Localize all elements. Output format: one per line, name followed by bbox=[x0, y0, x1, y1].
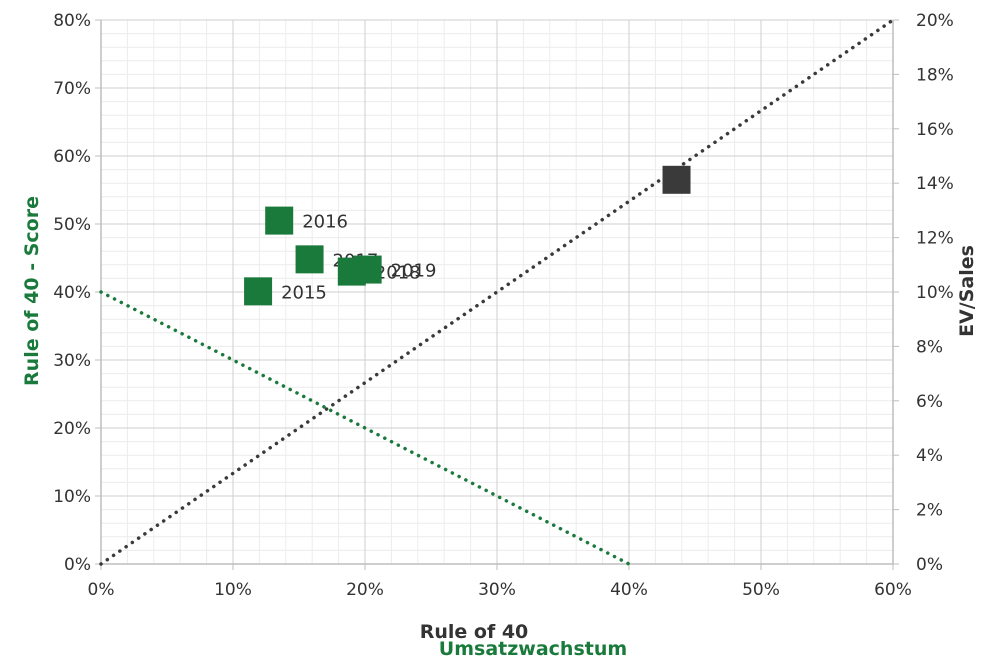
y-left-tick-label: 50% bbox=[53, 215, 91, 235]
x-tick-label: 40% bbox=[610, 580, 648, 600]
x-tick-label: 20% bbox=[346, 580, 384, 600]
y-right-tick-label: 20% bbox=[916, 11, 954, 31]
reference-line-1 bbox=[99, 290, 631, 566]
y-left-tick-label: 30% bbox=[53, 351, 91, 371]
y-left-tick-label: 20% bbox=[53, 419, 91, 439]
y-right-tick-label: 12% bbox=[916, 229, 954, 249]
data-points: 20152016201720182019 bbox=[244, 165, 691, 306]
x-tick-label: 30% bbox=[478, 580, 516, 600]
y-right-axis-title: EV/Sales bbox=[956, 245, 978, 337]
x-axis-title: Rule of 40 bbox=[420, 621, 529, 643]
reference-line-2 bbox=[99, 18, 895, 566]
y-left-tick-label: 70% bbox=[53, 79, 91, 99]
y-right-tick-label: 10% bbox=[916, 283, 954, 303]
y-left-tick-label: 40% bbox=[53, 283, 91, 303]
x-tick-label: 0% bbox=[88, 580, 115, 600]
y-right-tick-label: 18% bbox=[916, 65, 954, 85]
gridlines bbox=[100, 19, 894, 565]
data-point-2017 bbox=[295, 245, 324, 274]
data-point-2015 bbox=[244, 277, 273, 306]
x-tick-label: 60% bbox=[874, 580, 912, 600]
y-left-axis-title: Rule of 40 - Score bbox=[21, 196, 43, 386]
y-right-tick-label: 4% bbox=[916, 446, 943, 466]
y-right-tick-label: 2% bbox=[916, 501, 943, 521]
data-label-2018: 2018 bbox=[375, 263, 421, 284]
y-right-tick-label: 16% bbox=[916, 120, 954, 140]
y-right-tick-label: 0% bbox=[916, 555, 943, 575]
x-tick-label: 50% bbox=[742, 580, 780, 600]
data-point-2019 bbox=[353, 255, 382, 284]
tick-labels: 0% 10% 20% 30% 40% 50% 60%0%10%20%30%40%50%60%… bbox=[53, 11, 954, 600]
data-label-2015: 2015 bbox=[281, 282, 327, 303]
data-label-2016: 2016 bbox=[302, 212, 348, 233]
y-left-tick-label: 60% bbox=[53, 147, 91, 167]
data-point-2016 bbox=[265, 206, 294, 235]
y-left-tick-label: 10% bbox=[53, 487, 91, 507]
y-left-tick-label: 0% bbox=[64, 555, 91, 575]
reference-lines bbox=[99, 18, 895, 566]
x-axis-subtitle: Umsatzwachstum bbox=[439, 638, 627, 657]
y-right-tick-label: 6% bbox=[916, 392, 943, 412]
y-right-tick-label: 14% bbox=[916, 174, 954, 194]
y-left-tick-label: 80% bbox=[53, 11, 91, 31]
data-label-2019: 2019 bbox=[391, 261, 437, 282]
x-tick-label: 10% bbox=[214, 580, 252, 600]
data-point-series2-1 bbox=[662, 165, 691, 194]
y-right-tick-label: 8% bbox=[916, 337, 943, 357]
